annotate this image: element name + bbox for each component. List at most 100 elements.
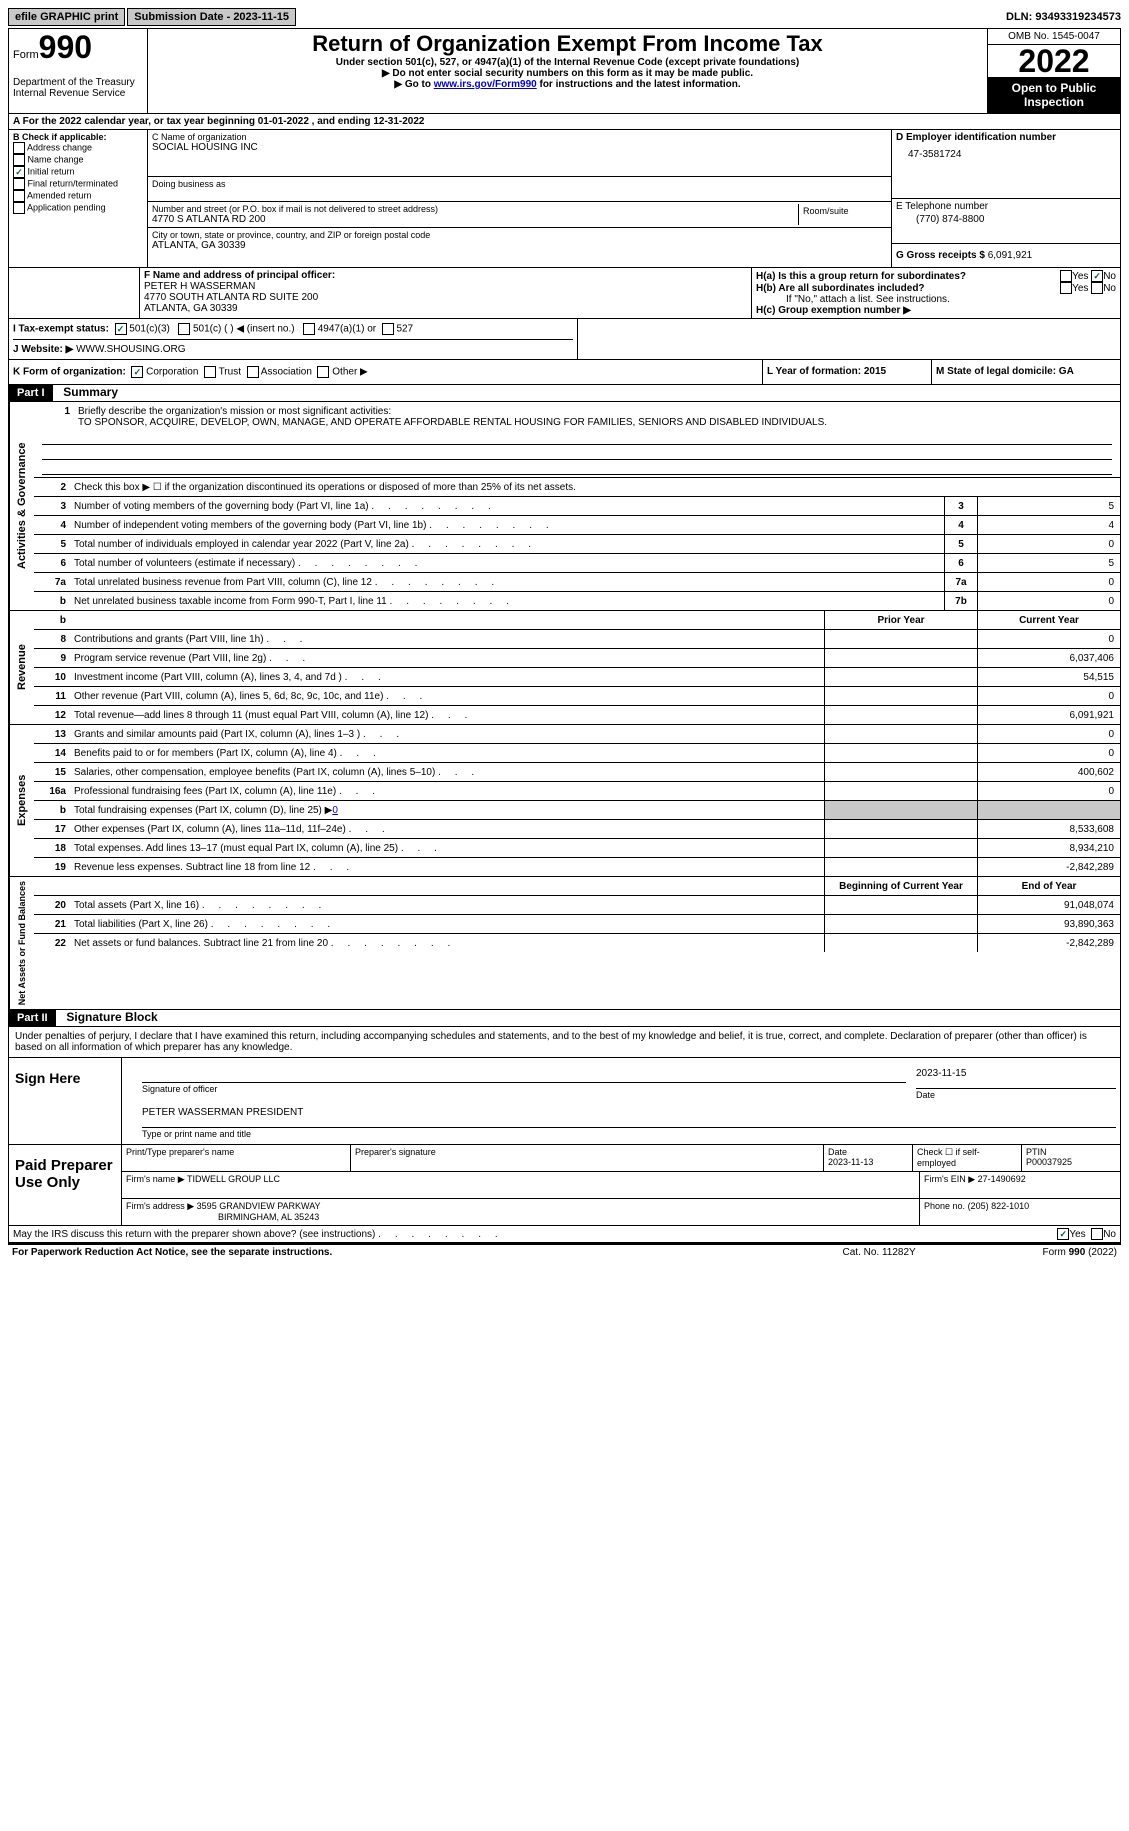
sig-date: 2023-11-15 [916, 1062, 1116, 1089]
f-label: F Name and address of principal officer: [144, 270, 747, 281]
net-assets-section: Net Assets or Fund Balances Beginning of… [8, 877, 1121, 1010]
form-label: Form [13, 49, 39, 61]
l-label: L Year of formation: 2015 [767, 366, 886, 377]
gross-receipts: 6,091,921 [988, 250, 1033, 261]
discuss-yes[interactable] [1057, 1228, 1069, 1240]
cb-501c[interactable] [178, 323, 190, 335]
cb-assoc[interactable] [247, 366, 259, 378]
hb-label: H(b) Are all subordinates included? [756, 283, 925, 294]
hc-label: H(c) Group exemption number ▶ [756, 305, 911, 316]
org-city: ATLANTA, GA 30339 [152, 240, 887, 251]
revenue-section: Revenue b Prior Year Current Year 8Contr… [8, 611, 1121, 725]
efile-button[interactable]: efile GRAPHIC print [8, 8, 125, 26]
line1-label: Briefly describe the organization's miss… [78, 406, 391, 417]
firm-addr1: 3595 GRANDVIEW PARKWAY [197, 1201, 321, 1211]
col-d: D Employer identification number 47-3581… [891, 130, 1120, 267]
expenses-section: Expenses 13Grants and similar amounts pa… [8, 725, 1121, 877]
cb-trust[interactable] [204, 366, 216, 378]
cb-other[interactable] [317, 366, 329, 378]
opt-pending: Application pending [13, 202, 143, 214]
part1-title: Summary [55, 383, 126, 401]
firm-addr-label: Firm's address ▶ [126, 1201, 194, 1211]
firm-name-label: Firm's name ▶ [126, 1174, 185, 1184]
firm-addr2: BIRMINGHAM, AL 35243 [126, 1212, 319, 1222]
name-title: PETER WASSERMAN PRESIDENT [142, 1101, 1116, 1128]
section-a: A For the 2022 calendar year, or tax yea… [8, 114, 1121, 130]
firm-phone-label: Phone no. [924, 1201, 965, 1211]
open-public: Open to Public Inspection [988, 77, 1120, 113]
part2-header-row: Part II Signature Block [8, 1010, 1121, 1027]
end-year-header: End of Year [977, 877, 1120, 895]
cb-initial[interactable] [13, 166, 25, 178]
cb-name[interactable] [13, 154, 25, 166]
cb-address[interactable] [13, 142, 25, 154]
paid-label: Paid Preparer Use Only [9, 1145, 122, 1225]
form-footer: Form 990 (2022) [1043, 1247, 1117, 1258]
ha-no[interactable] [1091, 270, 1103, 282]
cb-4947[interactable] [303, 323, 315, 335]
b-label: B Check if applicable: [13, 132, 143, 142]
header-sub3: ▶ Go to www.irs.gov/Form990 for instruct… [150, 79, 985, 90]
i-label: I Tax-exempt status: [13, 324, 109, 335]
discuss-no[interactable] [1091, 1228, 1103, 1240]
cb-final[interactable] [13, 178, 25, 190]
cb-amended[interactable] [13, 190, 25, 202]
pra-notice: For Paperwork Reduction Act Notice, see … [12, 1247, 843, 1258]
cb-527[interactable] [382, 323, 394, 335]
firm-phone: (205) 822-1010 [968, 1201, 1030, 1211]
vert-exp: Expenses [9, 725, 34, 876]
activities-governance: Activities & Governance 1 Briefly descri… [8, 402, 1121, 611]
hb-note: If "No," attach a list. See instructions… [756, 294, 1116, 305]
prep-sig-label: Preparer's signature [355, 1147, 819, 1157]
signature-block: Under penalties of perjury, I declare th… [8, 1027, 1121, 1145]
paid-preparer: Paid Preparer Use Only Print/Type prepar… [8, 1145, 1121, 1226]
hb-no[interactable] [1091, 282, 1103, 294]
opt-amended: Amended return [13, 190, 143, 202]
line2: Check this box ▶ ☐ if the organization d… [70, 480, 1120, 495]
k-l-m-section: K Form of organization: Corporation Trus… [8, 360, 1121, 385]
col-c: C Name of organization SOCIAL HOUSING IN… [148, 130, 1120, 267]
header-sub1: Under section 501(c), 527, or 4947(a)(1)… [150, 57, 985, 68]
i-j-section: I Tax-exempt status: 501(c)(3) 501(c) ( … [8, 319, 1121, 360]
irs-link[interactable]: www.irs.gov/Form990 [434, 79, 537, 90]
firm-ein: 27-1490692 [978, 1174, 1026, 1184]
officer-name: PETER H WASSERMAN [144, 281, 747, 292]
org-name: SOCIAL HOUSING INC [152, 142, 887, 153]
cb-pending[interactable] [13, 202, 25, 214]
opt-final: Final return/terminated [13, 178, 143, 190]
ptin: P00037925 [1026, 1157, 1072, 1167]
org-addr: 4770 S ATLANTA RD 200 [152, 214, 798, 225]
opt-initial: Initial return [13, 166, 143, 178]
part2-title: Signature Block [58, 1008, 165, 1026]
discuss-text: May the IRS discuss this return with the… [13, 1229, 1057, 1240]
phone: (770) 874-8800 [896, 212, 1116, 227]
dln-text: DLN: 93493319234573 [1006, 11, 1121, 23]
cat-no: Cat. No. 11282Y [843, 1247, 1043, 1258]
dba-label: Doing business as [152, 179, 887, 189]
sub3-post: for instructions and the latest informat… [537, 79, 741, 90]
hb-yes[interactable] [1060, 282, 1072, 294]
header-title: Return of Organization Exempt From Incom… [150, 31, 985, 57]
cb-501c3[interactable] [115, 323, 127, 335]
prep-date: 2023-11-13 [828, 1157, 873, 1167]
ha-yes[interactable] [1060, 270, 1072, 282]
mission: TO SPONSOR, ACQUIRE, DEVELOP, OWN, MANAG… [78, 417, 827, 428]
footer: For Paperwork Reduction Act Notice, see … [8, 1243, 1121, 1260]
vert-ag: Activities & Governance [9, 402, 34, 610]
tax-year: 2022 [988, 45, 1120, 77]
dept-text: Department of the Treasury Internal Reve… [13, 77, 143, 99]
j-label: J Website: ▶ [13, 344, 73, 355]
sign-here-label: Sign Here [9, 1058, 122, 1144]
cb-corp[interactable] [131, 366, 143, 378]
header-sub2: ▶ Do not enter social security numbers o… [150, 68, 985, 79]
prep-name-label: Print/Type preparer's name [126, 1147, 346, 1157]
website: WWW.SHOUSING.ORG [73, 344, 185, 355]
officer-addr2: ATLANTA, GA 30339 [144, 303, 747, 314]
form-number: 990 [39, 29, 92, 65]
f-section: F Name and address of principal officer:… [8, 268, 1121, 319]
sig-date-label: Date [916, 1089, 1116, 1101]
submission-button[interactable]: Submission Date - 2023-11-15 [127, 8, 296, 26]
part2-badge: Part II [9, 1010, 56, 1026]
sub3-pre: ▶ Go to [394, 79, 433, 90]
name-title-label: Type or print name and title [142, 1128, 1116, 1140]
